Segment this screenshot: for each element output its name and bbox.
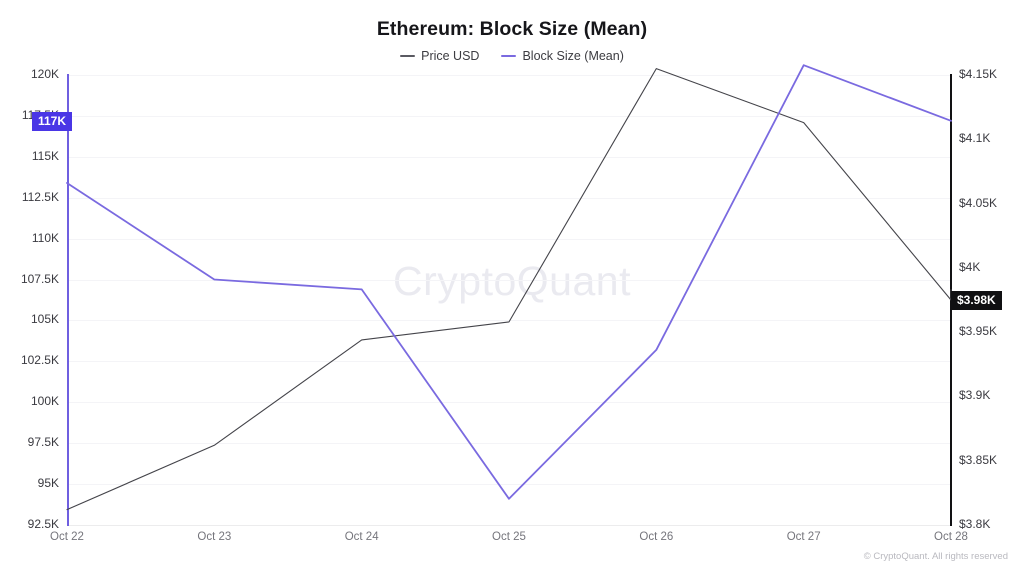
gridline [67, 443, 951, 444]
right-axis-tick-label: $3.95K [959, 324, 998, 339]
gridline [67, 198, 951, 199]
series-line-block-size[interactable] [66, 64, 952, 500]
left-axis-tick-label: 120K [30, 67, 59, 81]
left-axis-tick-label: 95K [37, 476, 59, 491]
gridline [67, 75, 951, 76]
legend-label-block-size: Block Size (Mean) [522, 49, 624, 63]
right-value-badge: $3.98K [951, 291, 1002, 310]
right-axis-tick-label: $4.1K [959, 131, 991, 146]
right-axis-tick-label: $3.85K [959, 452, 998, 467]
left-axis-tick-label: 102.5K [20, 353, 59, 368]
right-axis-tick-label: $3.8K [959, 517, 991, 531]
gridline [67, 320, 951, 321]
legend-swatch-block-size [501, 55, 517, 57]
gridline [67, 239, 951, 240]
x-axis-tick-label: Oct 22 [50, 531, 84, 543]
left-axis-tick-label: 110K [31, 230, 59, 245]
gridline [67, 157, 951, 158]
chart-legend: Price USD Block Size (Mean) [0, 49, 1024, 63]
x-axis-tick-label: Oct 26 [639, 531, 674, 543]
gridline [67, 402, 951, 403]
left-axis-tick-label: 97.5K [27, 435, 59, 450]
x-axis-tick-label: Oct 23 [197, 531, 232, 543]
gridline [67, 361, 951, 362]
right-axis-tick-label: $4.15K [959, 67, 998, 81]
left-axis-tick-label: 112.5K [21, 189, 59, 204]
copyright-footer: © CryptoQuant. All rights reserved [863, 551, 1008, 562]
page-title: Ethereum: Block Size (Mean) [376, 18, 648, 40]
x-axis-tick-label: Oct 28 [934, 531, 968, 543]
legend-swatch-price-usd [400, 55, 416, 57]
left-axis-tick-label: 92.5K [27, 517, 59, 531]
left-axis-tick-label: 100K [30, 394, 59, 409]
legend-label-price-usd: Price USD [421, 49, 480, 63]
legend-item-price-usd[interactable]: Price USD [400, 49, 479, 63]
gridline [67, 525, 951, 526]
gridline [67, 484, 951, 485]
left-axis-spine [67, 74, 69, 526]
left-value-badge: 117K [32, 111, 73, 131]
gridline [67, 116, 951, 117]
left-axis-tick-label: 115K [31, 148, 59, 163]
right-axis-tick-label: $3.9K [959, 388, 991, 403]
right-axis-tick-label: $4.05K [959, 195, 998, 210]
x-axis-tick-label: Oct 25 [492, 531, 526, 543]
x-axis-tick-label: Oct 24 [344, 531, 379, 543]
right-axis-tick-label: $4K [959, 259, 981, 274]
series-line-price-usd[interactable] [66, 68, 952, 511]
legend-item-block-size[interactable]: Block Size (Mean) [501, 49, 624, 63]
left-axis-tick-label: 105K [30, 312, 59, 327]
x-axis-tick-label: Oct 27 [786, 531, 821, 543]
gridline [67, 280, 951, 281]
left-axis-tick-label: 107.5K [20, 271, 59, 286]
